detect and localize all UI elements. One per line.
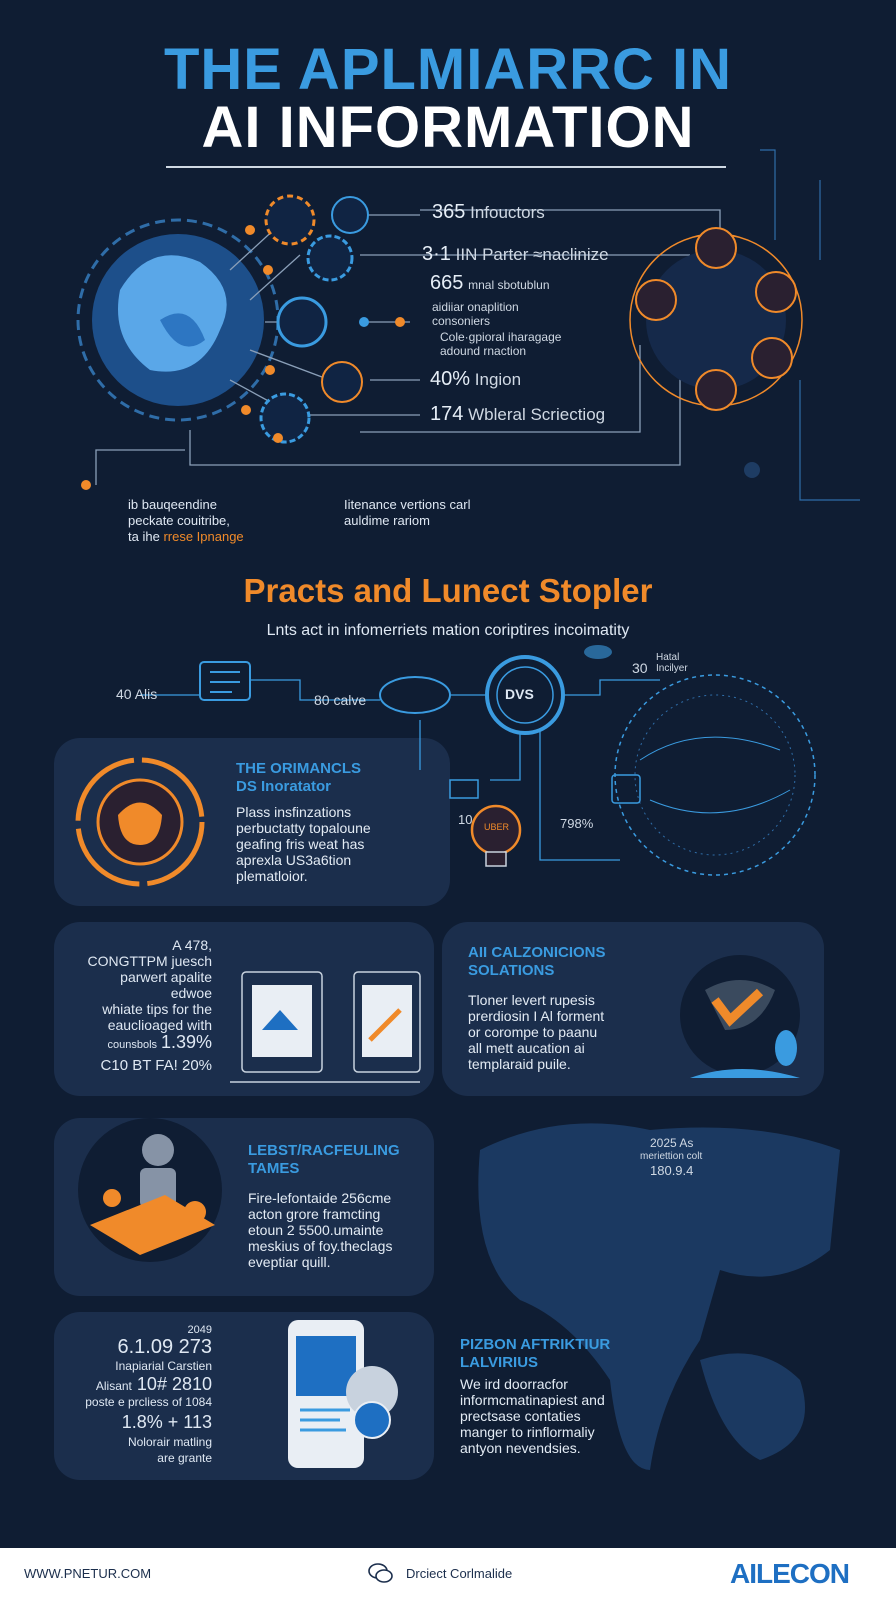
map-stat: 180.9.4 — [650, 1163, 694, 1178]
title-divider — [166, 166, 726, 168]
diagram-label: 10 — [458, 812, 473, 827]
page-title-line2: AI INFORMATION — [201, 95, 695, 160]
network-globe-icon — [611, 674, 816, 876]
circuit-lines — [760, 149, 860, 501]
footer-brand-logo: AILECON — [730, 1558, 850, 1589]
cloud-icon — [379, 676, 451, 714]
chart-panel-icon — [449, 779, 479, 799]
globe-icon — [76, 218, 280, 422]
brain-target-icon — [75, 757, 205, 887]
caption-right: Iitenance vertions carl auldime rariom — [344, 497, 471, 528]
stat-item: 365 Infouctors — [432, 201, 545, 223]
section-subtitle: Lnts act in infomerriets mation coriptir… — [266, 622, 630, 639]
person-desk-icon — [78, 1118, 222, 1262]
world-map-graphic — [478, 1123, 840, 1470]
card-stats-text: A 478, CONGTTPM juesch parwert apalite e… — [87, 937, 212, 1033]
card-body: We ird doorracfor informcmatinapiest and… — [460, 1376, 605, 1456]
card-stat-b: C10 BT FA! 20% — [100, 1057, 212, 1074]
diagram-label: 30 — [632, 660, 648, 676]
page-title-line1: THE APLMIARRC IN — [163, 37, 733, 102]
card-number-label: Inapiarial Carstien — [115, 1359, 212, 1373]
caption-left: ib bauqeendine peckate couitribe, ta ihe… — [128, 497, 244, 544]
stat-note: aidiiar onaplition consoniers — [432, 300, 519, 328]
diagram-label: 80 calve — [314, 692, 367, 708]
node-icons — [81, 194, 405, 490]
stat-item: 40% Ingion — [430, 368, 522, 390]
chat-bubbles-icon — [368, 1563, 393, 1583]
cloud-small-icon — [584, 645, 612, 659]
diagram-note: Hatal Incilyer — [656, 652, 688, 674]
footer-tagline: Drciect Corlmalide — [406, 1566, 513, 1581]
card-heading: LEBST/RACFEULING TAMES — [248, 1142, 400, 1177]
lightbulb-icon — [470, 804, 522, 867]
card-body: Fire-lefontaide 256cme acton grore framc… — [248, 1190, 393, 1270]
diagram-lines — [140, 679, 660, 861]
card-body: Tloner levert rupesis prerdiosin I Al fo… — [468, 992, 605, 1072]
stat-item: 3·1 IIN Parter ≈naclinize — [422, 243, 609, 265]
card-heading: PIZBON AFTRIKTIUR LALVIRIUS — [460, 1336, 611, 1371]
world-globe-icon — [629, 227, 803, 478]
card-number-label: Nolorair matling are grante — [127, 1435, 212, 1465]
card-stat-a: counsbols 1.39% — [107, 1032, 212, 1052]
map-stat: 2025 As — [650, 1136, 694, 1150]
data-hub-icon — [485, 655, 565, 735]
card-number: 1.8% + 113 — [121, 1412, 212, 1432]
stat-item: 174 Wbleral Scriectiog — [430, 403, 606, 425]
infographic-graphics — [75, 149, 860, 1470]
section-title: Practs and Lunect Stopler — [243, 572, 653, 609]
smartphone-icon — [288, 1320, 398, 1468]
card-body: Plass insfinzations perbuctatty topaloun… — [236, 804, 371, 884]
satellite-dish-icon — [680, 955, 800, 1078]
footer-url[interactable]: WWW.PNETUR.COM — [24, 1566, 152, 1581]
stat-item: 665 mnal sbotublun — [430, 272, 550, 294]
card-number-label: poste e prcliess of 1084 — [85, 1395, 212, 1409]
diagram-label: 40 Alis — [116, 686, 158, 702]
card-heading: AII CALZONICIONS SOLATIONS — [468, 944, 606, 979]
map-stat: meriettion colt — [640, 1151, 703, 1162]
data-hub-label: DVS — [505, 686, 534, 702]
card-heading: THE ORIMANCLS DS Inoratator — [236, 760, 361, 795]
card-number: 6.1.09 273 — [117, 1336, 212, 1358]
stat-note: Cole·gpioral iharagage adound rnaction — [440, 330, 562, 358]
card-number: Alisant 10# 2810 — [95, 1374, 212, 1394]
footer-bar — [0, 1548, 896, 1600]
tablet-icons — [230, 971, 421, 1083]
bulb-label: UBER — [484, 822, 510, 832]
chat-icon — [199, 661, 251, 701]
card-year: 2049 — [187, 1324, 212, 1336]
diagram-label: 798% — [560, 816, 594, 831]
